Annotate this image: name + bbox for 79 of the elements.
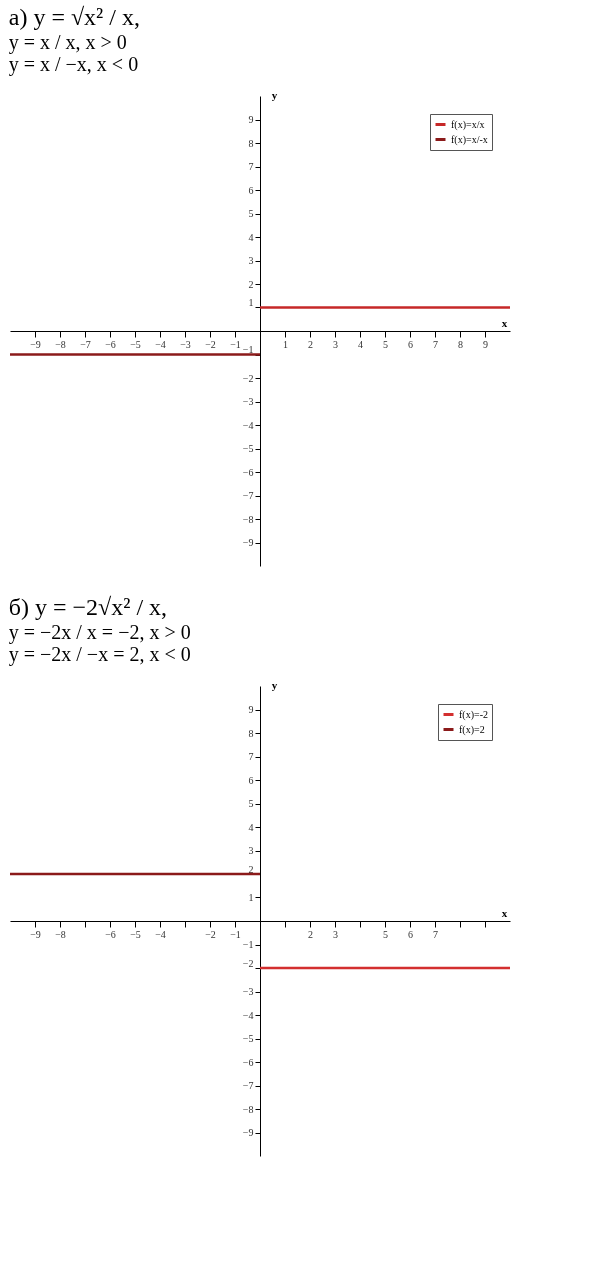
x-tick-label: −5 (130, 928, 141, 940)
x-tick-label: −8 (55, 928, 66, 940)
chart-title: б) y = −2√x² / x, (8, 594, 168, 620)
x-axis-title: x (501, 316, 508, 329)
y-tick-label: −8 (242, 513, 254, 525)
x-tick-label: −1 (230, 928, 241, 940)
y-tick-label: −2 (242, 372, 254, 384)
y-tick-label: 2 (248, 278, 254, 290)
y-tick-label: 5 (248, 798, 254, 809)
x-tick-label: −3 (180, 338, 191, 350)
y-tick-label: −8 (242, 1103, 254, 1115)
x-tick-label: −9 (30, 338, 41, 350)
x-tick-label: 2 (308, 338, 313, 350)
y-tick-label: −3 (242, 396, 254, 407)
text: y = −2x / x = −2, x > 0 (8, 621, 191, 644)
x-tick-label: 3 (333, 338, 338, 350)
y-tick-label: −4 (242, 419, 254, 431)
y-tick-label: 4 (248, 231, 254, 243)
y-tick-label: −9 (242, 1127, 254, 1138)
y-tick-label: −6 (242, 466, 254, 478)
y-tick-label: −7 (242, 1080, 254, 1091)
x-tick-label: 6 (408, 928, 413, 940)
y-tick-label: −9 (242, 537, 254, 548)
y-tick-label: −7 (242, 490, 254, 501)
x-tick-label: 7 (433, 338, 438, 350)
text: y = −2x / −x = 2, x < 0 (8, 643, 191, 666)
y-tick-label: 6 (248, 184, 254, 196)
text: y = x / −x, x < 0 (8, 53, 139, 76)
y-tick-label: 3 (248, 845, 254, 856)
y-tick-label: 6 (248, 774, 254, 786)
y-tick-label: 1 (248, 297, 254, 308)
x-tick-label: −6 (105, 338, 116, 350)
legend-label: f(x)=-2 (459, 708, 488, 721)
x-tick-label: −2 (205, 928, 216, 940)
x-tick-label: 1 (283, 338, 288, 350)
x-tick-label: 6 (408, 338, 413, 350)
y-tick-label: 8 (248, 727, 254, 739)
x-tick-label: −5 (130, 338, 141, 350)
chart-title: а) y = √x² / x, (8, 4, 140, 30)
legend-label: f(x)=x/-x (451, 133, 488, 146)
y-tick-label: 4 (248, 821, 254, 833)
x-tick-label: −4 (155, 928, 166, 940)
y-tick-label: 9 (248, 704, 254, 715)
y-tick-label: −3 (242, 986, 254, 997)
x-tick-label: −1 (230, 338, 241, 350)
x-tick-label: −7 (80, 338, 91, 350)
x-tick-label: 5 (383, 928, 388, 940)
x-tick-label: 3 (333, 928, 338, 940)
y-tick-label: 3 (248, 255, 254, 266)
x-tick-label: −4 (155, 338, 166, 350)
y-axis-title: y (271, 678, 278, 691)
x-tick-label: −8 (55, 338, 66, 350)
legend-label: f(x)=2 (459, 723, 485, 736)
x-tick-label: 4 (358, 338, 363, 350)
y-tick-label: 1 (248, 892, 254, 903)
y-tick-label: −1 (242, 939, 254, 950)
x-tick-label: −9 (30, 928, 41, 940)
x-tick-label: 8 (458, 338, 463, 350)
y-tick-label: 9 (248, 114, 254, 125)
x-tick-label: −2 (205, 338, 216, 350)
y-tick-label: −5 (242, 443, 254, 454)
x-tick-label: 9 (483, 338, 488, 350)
y-tick-label: −2 (242, 957, 254, 969)
x-axis-title: x (501, 906, 508, 919)
y-tick-label: 5 (248, 208, 254, 219)
x-tick-label: 2 (308, 928, 313, 940)
x-tick-label: 7 (433, 928, 438, 940)
y-tick-label: 7 (248, 751, 254, 762)
y-tick-label: 2 (248, 863, 254, 875)
y-tick-label: 8 (248, 137, 254, 149)
text: y = x / x, x > 0 (8, 31, 127, 54)
x-tick-label: 5 (383, 338, 388, 350)
y-tick-label: 7 (248, 161, 254, 172)
y-tick-label: −5 (242, 1033, 254, 1044)
x-tick-label: −6 (105, 928, 116, 940)
y-axis-title: y (271, 88, 278, 101)
y-tick-label: −6 (242, 1056, 254, 1068)
legend-label: f(x)=x/x (451, 118, 485, 131)
y-tick-label: −4 (242, 1009, 254, 1021)
